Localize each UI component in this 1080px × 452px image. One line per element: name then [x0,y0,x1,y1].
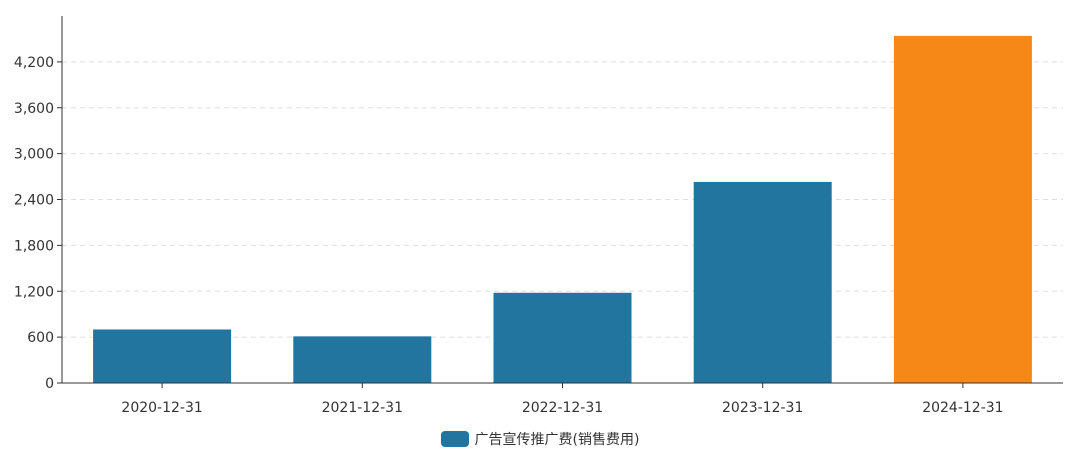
bar-2023-12-31[interactable] [693,181,832,383]
bar-2024-12-31[interactable] [893,35,1032,384]
x-tick-label: 2020-12-31 [121,400,202,416]
bar-2022-12-31[interactable] [493,292,632,383]
x-tick-label: 2021-12-31 [322,400,403,416]
bar-2021-12-31[interactable] [293,336,432,383]
bar-2020-12-31[interactable] [93,329,232,383]
legend-swatch[interactable] [440,431,469,447]
y-tick-label: 3,000 [14,147,54,163]
x-tick-label: 2023-12-31 [722,400,803,416]
y-tick-label: 2,400 [14,193,54,209]
y-tick-label: 1,800 [14,238,54,254]
y-axis-ticks: 0 600 1,200 1,800 2,400 3,000 3,600 4,200 [14,55,62,392]
y-tick-label: 1,200 [14,284,54,300]
y-tick-label: 0 [45,376,54,392]
legend-label[interactable]: 广告宣传推广费(销售费用) [474,432,640,448]
y-tick-label: 3,600 [14,101,54,117]
x-tick-label: 2022-12-31 [522,400,603,416]
legend[interactable]: 广告宣传推广费(销售费用) [0,427,1080,451]
y-tick-label: 600 [27,330,54,346]
x-axis-ticks: 2020-12-31 2021-12-31 2022-12-31 2023-12-31… [121,383,1004,416]
x-tick-label: 2024-12-31 [922,400,1003,416]
bars-group [93,35,1032,384]
y-tick-label: 4,200 [14,55,54,71]
